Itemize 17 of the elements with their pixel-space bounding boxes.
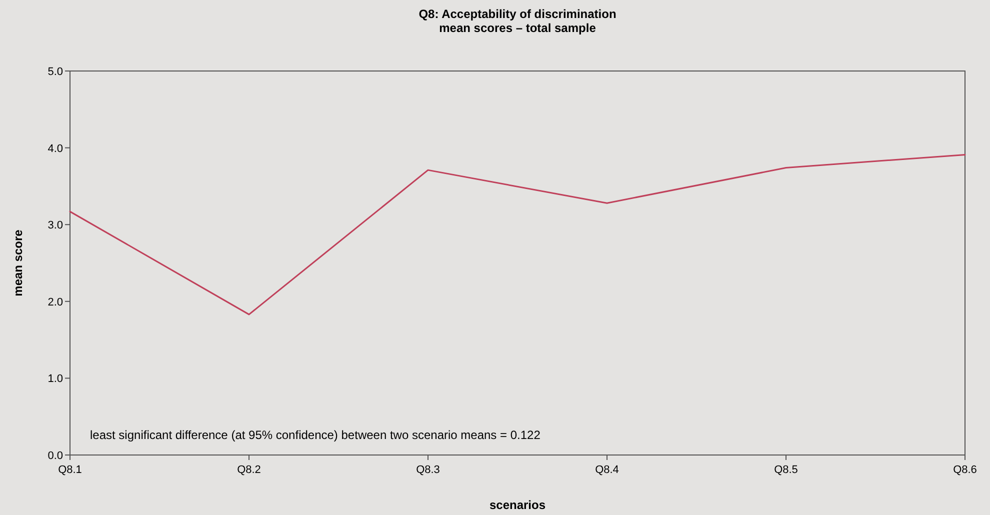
x-tick-label: Q8.3 [416,464,440,476]
y-tick-label: 3.0 [48,220,63,232]
x-axis-title: scenarios [489,498,546,512]
y-tick-label: 2.0 [48,296,63,308]
line-series [69,154,966,316]
y-tick-label: 5.0 [48,66,63,78]
chart-title: Q8: Acceptability of discrimination mean scores – total sample [418,7,616,35]
x-tick-label: Q8.5 [774,464,798,476]
x-tick-label: Q8.6 [953,464,977,476]
annotation: least significant difference (at 95% confidence) between two scenario means = 0.122 [90,428,541,442]
x-tick-label: Q8.2 [237,464,261,476]
x-tick-label: Q8.1 [58,464,82,476]
y-axis-title: mean score [11,229,25,296]
y-tick-label: 0.0 [48,450,63,462]
y-tick-label: 4.0 [48,142,63,155]
x-tick-label: Q8.4 [595,464,619,476]
y-tick-label: 1.0 [48,373,63,386]
